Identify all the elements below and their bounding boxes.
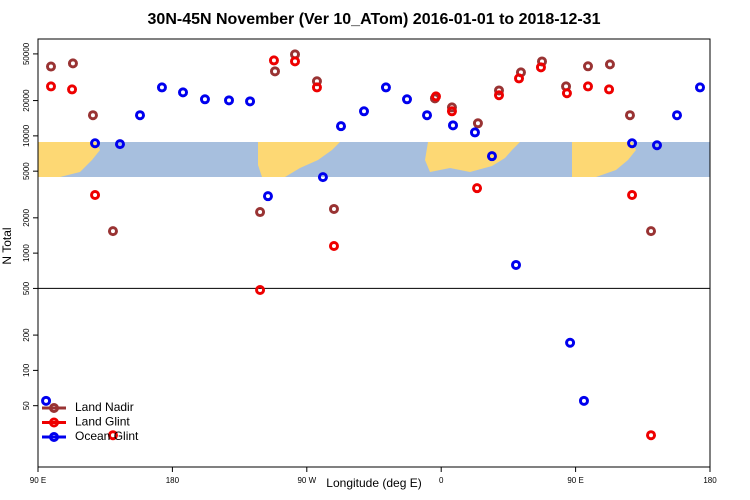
point [627, 138, 638, 149]
plot-frame [37, 38, 711, 468]
point [493, 85, 504, 96]
point [114, 139, 125, 150]
point [87, 110, 98, 121]
point [223, 95, 234, 106]
legend-marker [49, 432, 59, 442]
point [430, 91, 441, 102]
point [694, 82, 705, 93]
point [45, 81, 56, 92]
point [671, 110, 682, 121]
point [45, 61, 56, 72]
point [317, 172, 328, 183]
point [472, 183, 483, 194]
y-tick-label: 1000 [22, 244, 31, 262]
point [107, 430, 118, 441]
point [380, 82, 391, 93]
y-tick-label: 50 [22, 401, 31, 410]
y-tick-label: 500 [22, 281, 31, 295]
legend-marker [49, 403, 59, 413]
point [578, 395, 589, 406]
point [402, 94, 413, 105]
point [255, 207, 266, 218]
point [624, 110, 635, 121]
point [535, 62, 546, 73]
point [447, 120, 458, 131]
point [446, 102, 457, 113]
map-strip [38, 142, 710, 177]
point [511, 259, 522, 270]
point [514, 73, 525, 84]
chart-title: 30N-45N November (Ver 10_ATom) 2016-01-0… [148, 11, 601, 28]
point [358, 106, 369, 117]
point [565, 337, 576, 348]
point [627, 190, 638, 201]
y-tick-label: 2000 [22, 208, 31, 226]
point [422, 110, 433, 121]
point [311, 82, 322, 93]
point [90, 138, 101, 149]
point [255, 284, 266, 295]
legend-label: Land Nadir [75, 400, 134, 414]
point [134, 110, 145, 121]
point [335, 121, 346, 132]
point [582, 81, 593, 92]
y-tick-label: 50000 [22, 42, 31, 65]
point [604, 84, 615, 95]
y-tick-label: 100 [22, 363, 31, 377]
point [67, 58, 78, 69]
y-tick-label: 10000 [22, 124, 31, 147]
point [328, 203, 339, 214]
point [469, 127, 480, 138]
point [90, 190, 101, 201]
point [472, 118, 483, 129]
y-tick-label: 5000 [22, 162, 31, 180]
point [67, 84, 78, 95]
x-tick-label: 90 E [30, 476, 46, 485]
point [493, 90, 504, 101]
legend-label: Ocean Glint [75, 429, 139, 443]
point [604, 59, 615, 70]
point [651, 140, 662, 151]
point [178, 87, 189, 98]
point [107, 226, 118, 237]
point [646, 430, 657, 441]
point [269, 66, 280, 77]
point [262, 191, 273, 202]
y-axis-label: N Total [0, 227, 14, 264]
legend-marker [49, 417, 59, 428]
point [199, 94, 210, 105]
point [41, 395, 52, 406]
point [268, 55, 279, 66]
y-tick-label: 20000 [22, 89, 31, 112]
x-tick-label: 180 [703, 476, 717, 485]
point [486, 151, 497, 162]
legend-label: Land Glint [75, 415, 130, 429]
point [245, 96, 256, 107]
x-axis-label: Longitude (deg E) [326, 476, 421, 490]
point [290, 56, 301, 67]
point [328, 241, 339, 252]
x-tick-label: 90 E [567, 476, 583, 485]
point [446, 106, 457, 117]
x-tick-label: 180 [166, 476, 180, 485]
point [646, 226, 657, 237]
y-tick-label: 200 [22, 328, 31, 342]
x-tick-label: 0 [439, 476, 444, 485]
x-tick-label: 90 W [297, 476, 316, 485]
point [582, 61, 593, 72]
point [561, 88, 572, 99]
point [156, 82, 167, 93]
